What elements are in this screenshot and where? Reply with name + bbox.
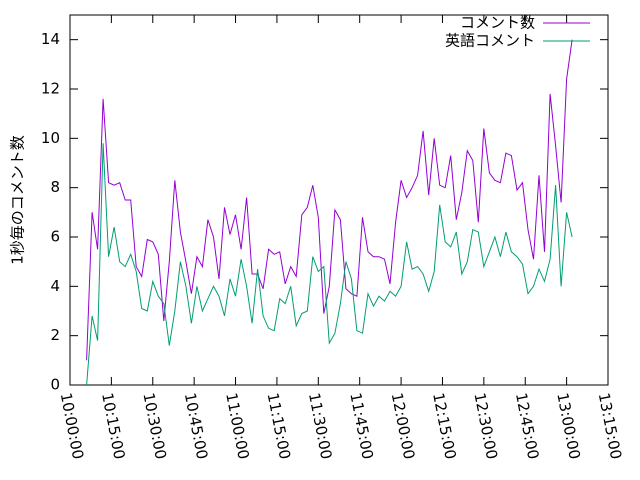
legend-label: コメント数 <box>460 14 535 32</box>
x-tick-label: 10:15:00 <box>98 391 129 461</box>
y-tick-label: 4 <box>50 277 60 295</box>
x-tick-label: 11:45:00 <box>346 391 377 461</box>
y-tick-label: 10 <box>41 129 60 147</box>
x-tick-label: 12:00:00 <box>388 391 419 461</box>
x-tick-label: 13:15:00 <box>595 391 626 461</box>
plot-border <box>69 14 609 386</box>
x-tick-label: 13:00:00 <box>553 391 584 461</box>
y-tick-label: 12 <box>41 80 60 98</box>
y-tick-label: 6 <box>50 228 60 246</box>
series-line <box>86 39 573 361</box>
x-tick-label: 11:00:00 <box>222 391 253 461</box>
x-tick-label: 12:15:00 <box>429 391 460 461</box>
x-tick-label: 10:00:00 <box>57 391 88 461</box>
y-tick-label: 14 <box>41 30 60 48</box>
x-tick-label: 10:45:00 <box>181 391 212 461</box>
y-tick-label: 2 <box>50 326 60 344</box>
y-tick-label: 0 <box>50 376 60 394</box>
x-tick-label: 12:30:00 <box>471 391 502 461</box>
y-axis-label: 1秒毎のコメント数 <box>9 135 27 265</box>
series-line <box>86 143 573 386</box>
x-tick-label: 10:30:00 <box>139 391 170 461</box>
x-tick-label: 11:15:00 <box>264 391 295 461</box>
y-tick-label: 8 <box>50 178 60 196</box>
x-tick-label: 11:30:00 <box>305 391 336 461</box>
x-tick-label: 12:45:00 <box>512 391 543 461</box>
legend-label: 英語コメント <box>445 32 535 50</box>
